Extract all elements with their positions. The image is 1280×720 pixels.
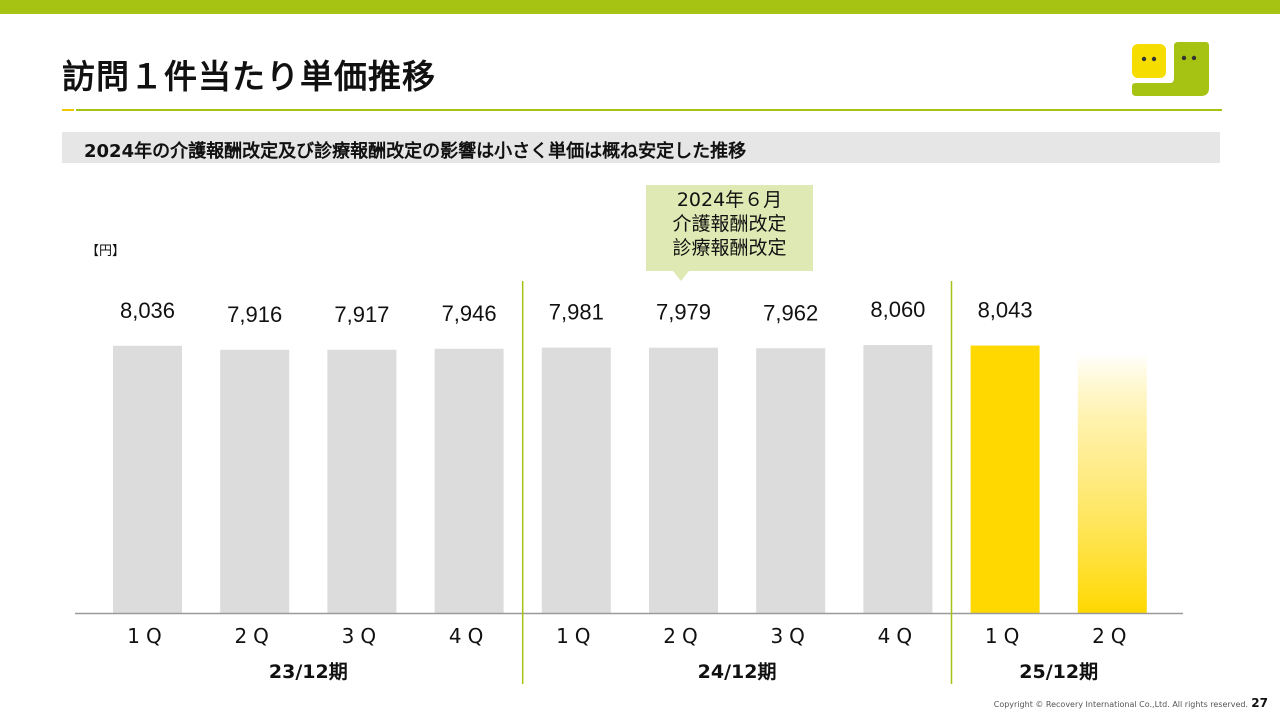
period-label-3: 25/12期 [1019,661,1098,683]
value-label-4: 7,946 [442,301,497,326]
bar-4 [434,348,504,613]
bar-2 [220,349,290,613]
top-accent-bar [0,0,1280,14]
quarter-label-4: 4Q [449,624,489,648]
bar-5 [541,347,611,613]
callout-tail [673,271,689,281]
bar-10 [1077,353,1147,613]
callout-line-date: 2024年６月 [676,189,783,211]
value-label-7: 7,962 [763,300,818,325]
revision-callout: 2024年６月 介護報酬改定 診療報酬改定 [646,185,813,271]
quarter-label-7: 3Q [770,624,810,648]
quarter-label-8: 4Q [878,624,918,648]
value-label-2: 7,916 [227,302,282,327]
value-label-9: 8,043 [978,298,1033,323]
subtitle-text: 2024年の介護報酬改定及び診療報酬改定の影響は小さく単価は概ね安定した推移 [84,141,747,162]
value-label-6: 7,979 [656,300,711,325]
quarter-label-2: 2Q [234,624,274,648]
callout-line-care: 介護報酬改定 [672,213,787,235]
quarter-label-10: 2Q [1092,624,1132,648]
period-label-1: 23/12期 [269,661,348,683]
bar-8 [863,345,933,613]
unit-label: 【円】 [86,244,126,259]
bar-3 [327,349,397,613]
bar-9 [970,345,1040,613]
bar-7 [756,348,826,613]
value-label-8: 8,060 [870,297,925,322]
period-label-2: 24/12期 [698,661,777,683]
bar-6 [649,347,718,613]
quarter-label-3: 3Q [342,624,382,648]
value-label-5: 7,981 [549,300,604,325]
page-number: 27 [1251,696,1268,710]
quarter-label-6: 2Q [663,624,703,648]
quarter-label-9: 1Q [985,624,1025,648]
title-underline [76,109,1222,111]
bar-1 [113,345,182,613]
quarter-label-1: 1Q [127,624,167,648]
value-label-3: 7,917 [334,302,389,327]
callout-line-medical: 診療報酬改定 [672,237,787,259]
quarter-label-5: 1Q [556,624,596,648]
page-title: 訪問１件当たり単価推移 [62,57,436,96]
copyright-text: Copyright © Recovery International Co.,L… [993,700,1248,709]
value-label-1: 8,036 [120,298,175,323]
title-accent-mark [62,109,74,111]
company-logo-icon [1132,42,1209,96]
subtitle-bar: 2024年の介護報酬改定及び診療報酬改定の影響は小さく単価は概ね安定した推移 [62,132,1220,163]
